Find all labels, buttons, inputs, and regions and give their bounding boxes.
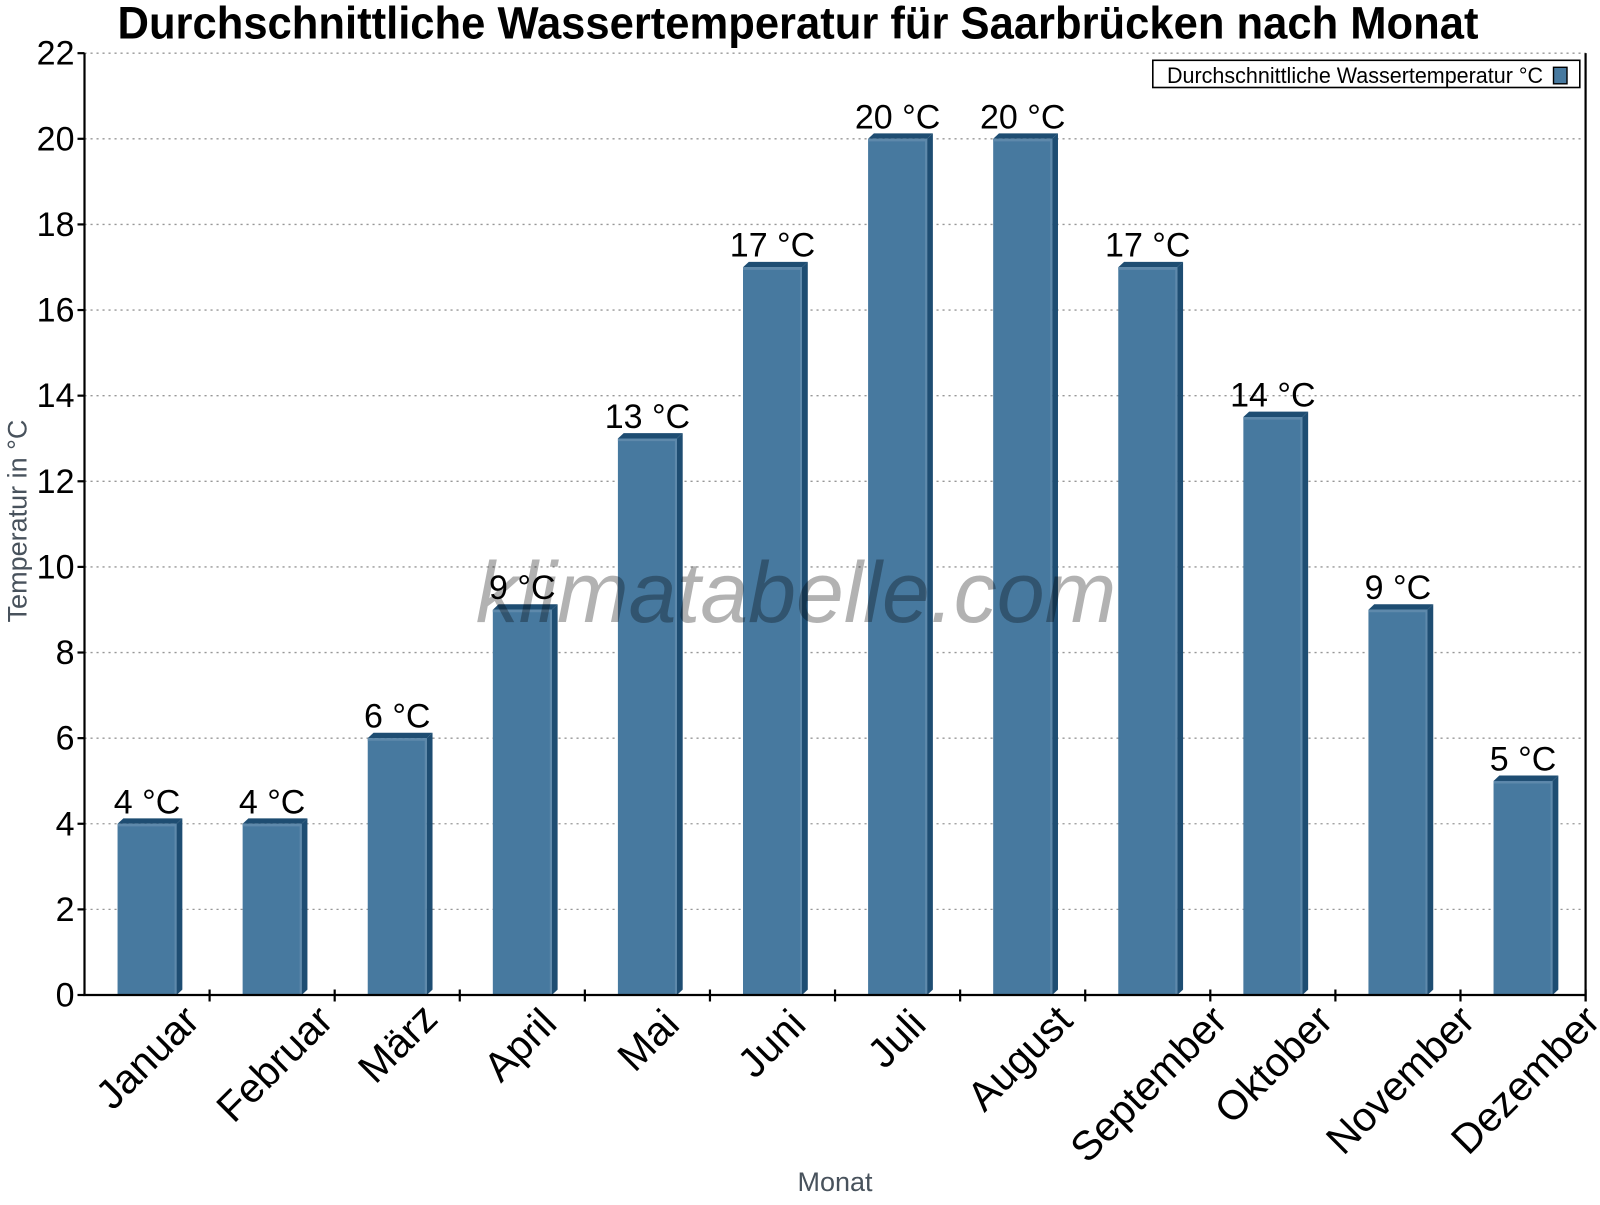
svg-text:12: 12 [37,463,75,501]
svg-text:4 °C: 4 °C [239,783,306,821]
svg-text:klimatabelle.com: klimatabelle.com [476,545,1116,641]
svg-text:Temperatur in °C: Temperatur in °C [3,420,33,623]
svg-text:6: 6 [56,720,75,758]
svg-text:9 °C: 9 °C [1365,569,1432,607]
svg-text:17 °C: 17 °C [1105,227,1190,265]
svg-text:22: 22 [37,35,75,73]
svg-text:Durchschnittliche Wassertemper: Durchschnittliche Wassertemperatur °C [1167,63,1543,88]
svg-text:20 °C: 20 °C [980,98,1065,136]
svg-text:14: 14 [37,377,75,415]
svg-text:8: 8 [56,634,75,672]
svg-text:4 °C: 4 °C [114,783,181,821]
svg-text:13 °C: 13 °C [605,398,690,436]
svg-text:5 °C: 5 °C [1490,740,1557,778]
svg-text:16: 16 [37,292,75,330]
svg-text:17 °C: 17 °C [730,227,815,265]
svg-text:Monat: Monat [797,1167,873,1197]
svg-text:6 °C: 6 °C [364,698,431,736]
svg-text:Durchschnittliche Wassertemper: Durchschnittliche Wassertemperatur für S… [118,0,1479,48]
svg-text:14 °C: 14 °C [1230,377,1315,415]
svg-text:20 °C: 20 °C [855,98,940,136]
svg-text:10: 10 [37,548,75,586]
svg-text:18: 18 [37,206,75,244]
svg-text:2: 2 [56,891,75,929]
svg-text:20: 20 [37,120,75,158]
svg-text:9 °C: 9 °C [489,569,556,607]
svg-text:0: 0 [56,977,75,1015]
svg-text:4: 4 [56,805,75,843]
